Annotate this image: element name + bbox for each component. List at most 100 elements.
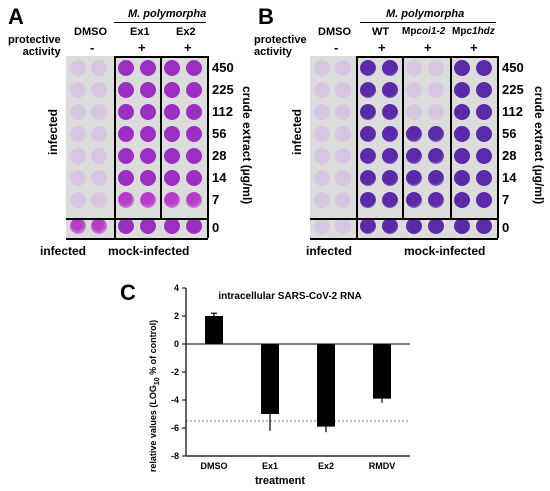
panel-b-well-r4-c2 — [360, 148, 376, 164]
panel-b-well-r2-c7 — [476, 104, 492, 120]
panel-a-row0-separator — [66, 218, 208, 220]
panel-a-conc-14: 14 — [212, 170, 227, 185]
panel-a-well-r2-c3 — [140, 104, 156, 120]
panel-a-well-r2-c1 — [91, 104, 107, 120]
panel-a-well-r0-c5 — [186, 60, 202, 76]
panel-a-protective-label-text: protective activity — [8, 34, 61, 58]
panel-b-well-r6-c3 — [382, 192, 398, 208]
panel-a-frame-bottom — [66, 238, 208, 240]
panel-a-bottom-right: mock-infected — [108, 244, 190, 258]
bar-ex2 — [317, 344, 335, 427]
panel-b-well-r4-c6 — [454, 148, 470, 164]
panel-a-well-r2-c2 — [118, 104, 134, 120]
panel-a-well-r3-c5 — [186, 126, 202, 142]
panel-a-species-underline — [114, 22, 206, 23]
panel-a-well-r7-c0 — [70, 218, 86, 234]
panel-a-species: M. polymorpha — [128, 8, 207, 20]
panel-b-col-dmso: DMSO — [318, 26, 351, 38]
bar-dmso — [205, 316, 223, 344]
panel-a-concentrations: 450 225 112 56 28 14 7 0 — [212, 56, 242, 246]
panel-a-well-r2-c0 — [70, 104, 86, 120]
panel-b-well-r1-c6 — [454, 82, 470, 98]
panel-b-divider-3 — [450, 56, 452, 218]
panel-b-well-r2-c3 — [382, 104, 398, 120]
panel-a-conc-7: 7 — [212, 192, 220, 207]
panel-a-col-dmso: DMSO — [74, 26, 107, 38]
panel-b-divider-1 — [356, 56, 358, 238]
panel-b-well-r5-c5 — [428, 170, 444, 186]
panel-b-frame-top — [356, 56, 498, 58]
panel-a-well-r1-c4 — [164, 82, 180, 98]
panel-b-well-r5-c2 — [360, 170, 376, 186]
panel-a-well-r7-c4 — [164, 218, 180, 234]
panel-b-conc-14: 14 — [502, 170, 517, 185]
panel-b-well-r3-c6 — [454, 126, 470, 142]
panel-a-side-label: infected — [46, 108, 60, 155]
y-tick-label: -6 — [171, 423, 179, 433]
chart-ylabel: relative values (LOG10 % of control) — [148, 320, 161, 472]
panel-b-col-mpcoi-suffix: coi1-2 — [416, 26, 446, 37]
panel-a-well-r0-c4 — [164, 60, 180, 76]
panel-a-well-r5-c1 — [91, 170, 107, 186]
panel-b-well-r0-c2 — [360, 60, 376, 76]
significance-star: * — [379, 379, 385, 394]
panel-a-conc-56: 56 — [212, 126, 227, 141]
panel-b-well-r5-c4 — [406, 170, 422, 186]
panel-b-well-r5-c7 — [476, 170, 492, 186]
panel-a-well-r4-c2 — [118, 148, 134, 164]
panel-b-well-r1-c4 — [406, 82, 422, 98]
x-tick-label-ex1: Ex1 — [262, 461, 278, 471]
panel-b-well-r2-c4 — [406, 104, 422, 120]
panel-b-well-r2-c2 — [360, 104, 376, 120]
panel-a-protective-label: protective activity — [8, 34, 61, 58]
x-tick-label-rmdv: RMDV — [369, 461, 396, 471]
y-tick-label: 2 — [174, 311, 179, 321]
panel-b-well-r3-c1 — [335, 126, 351, 142]
panel-b-concentrations: 450 225 112 56 28 14 7 0 — [502, 56, 532, 246]
chart-body: 4 2 0 -2 -4 -6 -8 DMSO * Ex1 * Ex2 * RMDV — [171, 283, 410, 471]
panel-b-well-r2-c0 — [314, 104, 330, 120]
panel-b-well-r0-c3 — [382, 60, 398, 76]
panel-b-side-label: infected — [290, 108, 304, 155]
panel-b-sign-1: - — [334, 40, 339, 55]
panel-b-conc-0: 0 — [502, 220, 510, 235]
panel-a-well-r0-c2 — [118, 60, 134, 76]
panel-b-well-r2-c6 — [454, 104, 470, 120]
panel-a-well-r1-c1 — [91, 82, 107, 98]
panel-b-well-r7-c6 — [454, 218, 470, 234]
panel-a-sign-2: + — [138, 40, 146, 55]
panel-a-well-r6-c0 — [70, 192, 86, 208]
panel-b-sign-2: + — [378, 40, 386, 55]
panel-b-conc-56: 56 — [502, 126, 517, 141]
panel-a-divider-3 — [207, 56, 209, 238]
panel-b-col-mpc1hdz-suffix: c1hdz — [466, 26, 495, 37]
panel-a-well-r7-c1 — [91, 218, 107, 234]
panel-a-well-r7-c5 — [186, 218, 202, 234]
panel-b-well-r3-c0 — [314, 126, 330, 142]
panel-b-conc-450: 450 — [502, 60, 524, 75]
significance-star: * — [323, 406, 329, 421]
panel-b-well-r5-c6 — [454, 170, 470, 186]
panel-b-well-r1-c3 — [382, 82, 398, 98]
panel-a-well-r5-c2 — [118, 170, 134, 186]
panel-b-well-r7-c1 — [335, 218, 351, 234]
panel-a-well-r3-c2 — [118, 126, 134, 142]
panel-b-well-r6-c0 — [314, 192, 330, 208]
panel-a-well-r0-c0 — [70, 60, 86, 76]
panel-a-well-r3-c4 — [164, 126, 180, 142]
panel-a-well-r1-c3 — [140, 82, 156, 98]
panel-a-well-r6-c3 — [140, 192, 156, 208]
x-tick-label-dmso: DMSO — [201, 461, 228, 471]
panel-b-well-r4-c5 — [428, 148, 444, 164]
panel-b-well-r1-c5 — [428, 82, 444, 98]
panel-a-well-r5-c3 — [140, 170, 156, 186]
panel-b-well-r3-c7 — [476, 126, 492, 142]
panel-b-well-r6-c2 — [360, 192, 376, 208]
panel-a-divider-2 — [160, 56, 162, 218]
panel-a-conc-0: 0 — [212, 220, 220, 235]
panel-a-well-r0-c1 — [91, 60, 107, 76]
panel-b-well-r0-c1 — [335, 60, 351, 76]
panel-a-well-r7-c2 — [118, 218, 134, 234]
panel-b-divider-2 — [402, 56, 404, 218]
panel-a-well-r0-c3 — [140, 60, 156, 76]
